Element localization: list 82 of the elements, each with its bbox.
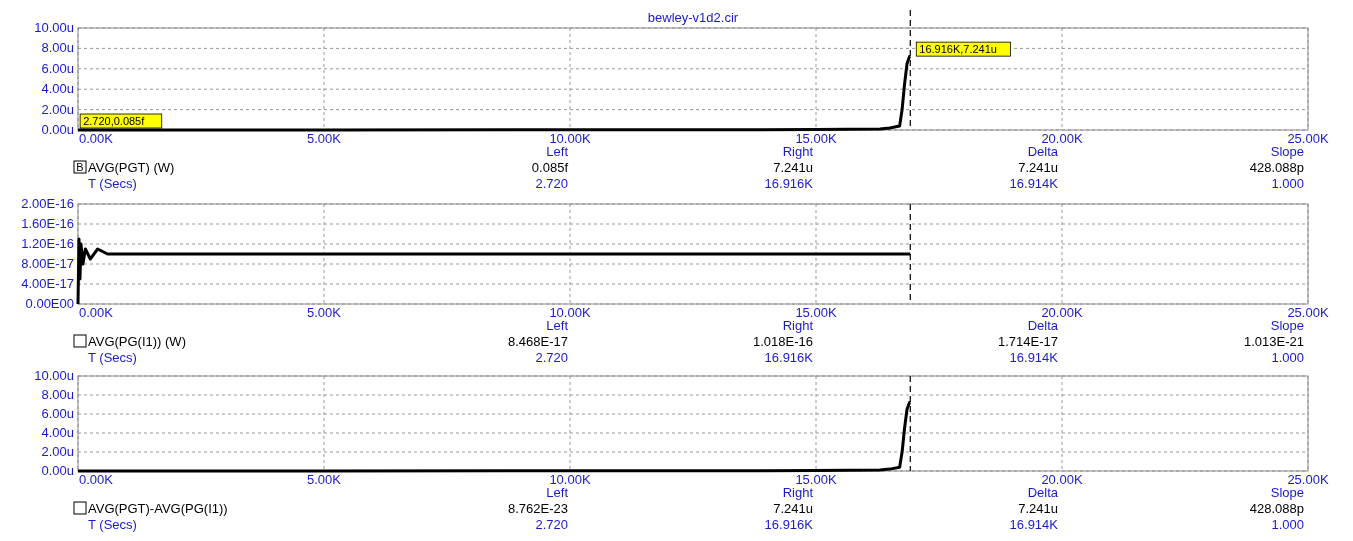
y-tick-label: 8.00u [41, 40, 74, 56]
text: 1.013E-21 [1244, 334, 1304, 349]
text: 16.914K [1009, 176, 1059, 191]
text: 0.085f [531, 160, 569, 175]
annotation: 16.916K,7.241u [919, 43, 997, 56]
text: 1.000 [1271, 350, 1304, 365]
x-tick-label: 10.00K [549, 472, 591, 487]
y-tick-label: 2.00E-16 [21, 196, 74, 211]
y-tick-label: 6.00u [41, 60, 74, 76]
y-tick-label: 1.60E-16 [21, 216, 74, 231]
text: 8.468E-17 [508, 334, 568, 349]
y-tick-label: 10.00u [34, 368, 74, 383]
text: Delta [1027, 144, 1059, 159]
text: 7.241u [773, 160, 813, 175]
chart-title: bewley-v1d2.cir [647, 10, 739, 25]
text: 1.000 [1271, 176, 1304, 191]
text: Slope [1270, 318, 1304, 333]
x-tick-label: 0.00K [79, 472, 114, 487]
text: 16.914K [1009, 350, 1059, 365]
text: 16.914K [1009, 517, 1059, 532]
text: 1.018E-16 [753, 334, 813, 349]
y-tick-label: 10.00u [34, 20, 74, 35]
text: Right [782, 318, 814, 333]
x-tick-label: 20.00K [1041, 131, 1083, 146]
legend-label: AVG(PGT) (W) [88, 160, 175, 175]
text: 16.916K [764, 350, 814, 365]
x-tick-label: 10.00K [549, 305, 591, 320]
x-axis-title: T (Secs) [88, 517, 137, 532]
x-tick-label: 15.00K [795, 305, 837, 320]
text: 16.916K [764, 176, 814, 191]
text: Delta [1027, 485, 1059, 500]
text: Slope [1270, 485, 1304, 500]
text: 1.000 [1271, 517, 1304, 532]
x-tick-label: 25.00K [1287, 131, 1329, 146]
text: Right [782, 485, 814, 500]
x-tick-label: 25.00K [1287, 472, 1329, 487]
x-tick-label: 15.00K [795, 472, 837, 487]
text: Left [546, 485, 569, 500]
y-tick-label: 0.00u [41, 463, 74, 478]
x-tick-label: 15.00K [795, 131, 837, 146]
text: Left [546, 144, 569, 159]
text: 16.916K [764, 517, 814, 532]
y-tick-label: 1.20E-16 [21, 236, 74, 251]
text: 1.714E-17 [998, 334, 1058, 349]
text: 7.241u [1018, 501, 1058, 516]
text: Right [782, 144, 814, 159]
x-axis-title: T (Secs) [88, 350, 137, 365]
text: B [76, 161, 84, 173]
text: Left [546, 318, 569, 333]
y-tick-label: 8.00E-17 [21, 256, 74, 271]
y-tick-label: 0.00u [41, 122, 74, 137]
text: Slope [1270, 144, 1304, 159]
legend-label: AVG(PGT)-AVG(PG(I1)) [88, 501, 228, 516]
x-tick-label: 25.00K [1287, 305, 1329, 320]
text: 7.241u [1018, 160, 1058, 175]
text: 2.720 [535, 350, 568, 365]
x-tick-label: 0.00K [79, 305, 114, 320]
y-tick-label: 8.00u [41, 387, 74, 402]
text: 7.241u [773, 501, 813, 516]
x-tick-label: 20.00K [1041, 305, 1083, 320]
annotation: 2.720,0.085f [83, 115, 146, 127]
y-tick-label: 6.00u [41, 406, 74, 421]
x-tick-label: 0.00K [79, 131, 114, 146]
x-tick-label: 5.00K [307, 305, 342, 320]
y-tick-label: 4.00E-17 [21, 276, 74, 291]
y-tick-label: 0.00E00 [25, 296, 74, 311]
y-tick-label: 2.00u [41, 101, 74, 117]
text: 428.088p [1249, 160, 1304, 175]
y-tick-label: 4.00u [41, 425, 74, 440]
x-axis-title: T (Secs) [88, 176, 137, 191]
text: 2.720 [535, 176, 568, 191]
x-tick-label: 20.00K [1041, 472, 1083, 487]
text: 2.720 [535, 517, 568, 532]
text: Delta [1027, 318, 1059, 333]
legend-label: AVG(PG(I1)) (W) [88, 334, 186, 349]
y-tick-label: 2.00u [41, 444, 74, 459]
text: 428.088p [1249, 501, 1304, 516]
x-tick-label: 5.00K [307, 131, 342, 146]
y-tick-label: 4.00u [41, 81, 74, 97]
text: 8.762E-23 [508, 501, 568, 516]
x-tick-label: 5.00K [307, 472, 342, 487]
x-tick-label: 10.00K [549, 131, 591, 146]
